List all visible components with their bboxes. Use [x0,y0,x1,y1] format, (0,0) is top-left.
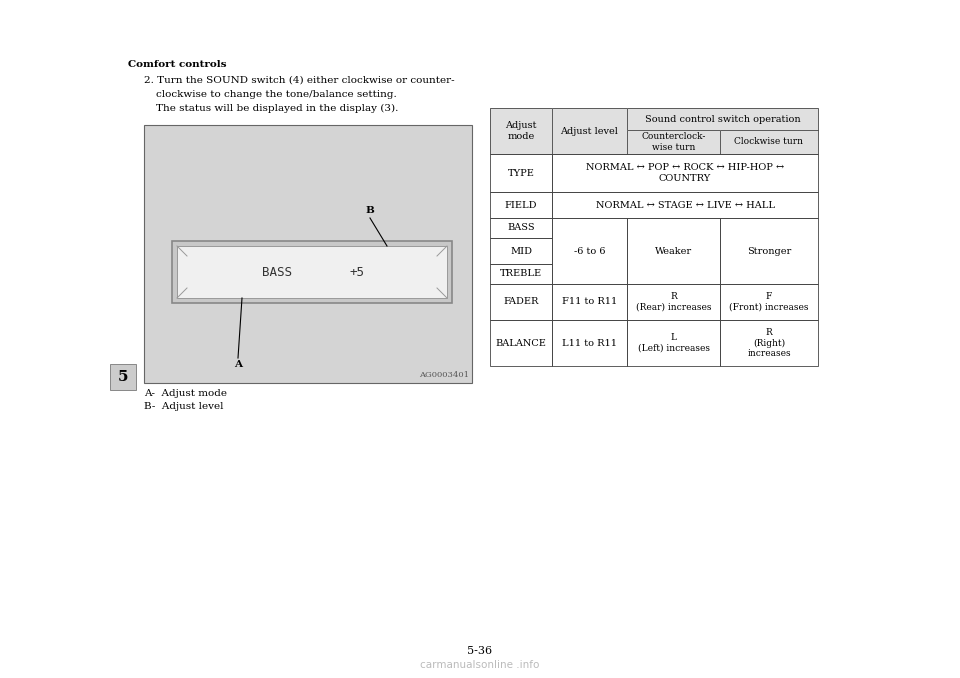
Bar [627,218,720,284]
Text: clockwise to change the tone/balance setting.: clockwise to change the tone/balance set… [156,90,396,99]
Bar [490,264,552,284]
Text: R
(Right)
increases: R (Right) increases [747,328,791,358]
Bar [110,364,136,390]
Text: MID: MID [510,247,532,256]
Text: 5-36: 5-36 [468,646,492,656]
Bar [552,218,627,284]
Bar [172,241,452,303]
Bar [627,320,720,366]
Bar [720,130,818,154]
Bar [720,320,818,366]
Text: NORMAL ↔ STAGE ↔ LIVE ↔ HALL: NORMAL ↔ STAGE ↔ LIVE ↔ HALL [595,201,775,210]
Bar [490,108,552,154]
Bar [720,218,818,284]
Bar [490,284,552,320]
Bar [490,218,552,238]
Bar [627,130,720,154]
Text: TYPE: TYPE [508,169,535,178]
Text: BASS: BASS [262,266,292,279]
Bar [144,125,472,383]
Bar [627,108,818,130]
Bar [490,238,552,264]
Text: Stronger: Stronger [747,247,791,256]
Bar [552,108,627,154]
Bar [627,108,818,130]
Bar [720,284,818,320]
Bar [552,284,627,320]
Text: F
(Front) increases: F (Front) increases [730,292,808,312]
Text: Adjust
mode: Adjust mode [505,121,537,141]
Text: NORMAL ↔ POP ↔ ROCK ↔ HIP-HOP ↔
COUNTRY: NORMAL ↔ POP ↔ ROCK ↔ HIP-HOP ↔ COUNTRY [586,163,784,182]
Bar [490,154,552,192]
Text: L
(Left) increases: L (Left) increases [637,334,709,353]
Bar [490,192,552,218]
Text: -6 to 6: -6 to 6 [574,247,605,256]
Bar [177,246,447,298]
Text: Adjust level: Adjust level [561,127,618,136]
Text: A-  Adjust mode: A- Adjust mode [144,389,227,398]
Bar [552,108,627,154]
Text: Counterclock-
wise turn: Counterclock- wise turn [641,132,706,152]
Text: FADER: FADER [503,298,539,306]
Text: B-  Adjust level: B- Adjust level [144,402,224,411]
Text: Sound control switch operation: Sound control switch operation [645,115,801,123]
Text: TREBLE: TREBLE [500,269,542,279]
Bar [552,320,627,366]
Text: AG0003401: AG0003401 [419,371,469,379]
Text: BALANCE: BALANCE [495,338,546,348]
Bar [552,154,818,192]
Bar [552,192,818,218]
Text: A: A [234,360,242,369]
Text: 2. Turn the SOUND switch (4) either clockwise or counter-: 2. Turn the SOUND switch (4) either cloc… [144,76,455,85]
Bar [490,320,552,366]
Text: FIELD: FIELD [505,201,538,210]
Text: +5: +5 [349,266,365,279]
Text: The status will be displayed in the display (3).: The status will be displayed in the disp… [156,104,398,113]
Text: F11 to R11: F11 to R11 [562,298,617,306]
Bar [490,108,552,154]
Text: carmanualsonline .info: carmanualsonline .info [420,660,540,670]
Text: L11 to R11: L11 to R11 [562,338,617,348]
Bar [627,130,720,154]
Text: 5: 5 [118,370,129,384]
Bar [627,284,720,320]
Text: BASS: BASS [507,224,535,233]
Text: B: B [366,206,374,215]
Text: Weaker: Weaker [655,247,692,256]
Text: Clockwise turn: Clockwise turn [734,138,804,146]
Text: Comfort controls: Comfort controls [128,60,227,69]
Bar [720,130,818,154]
Text: R
(Rear) increases: R (Rear) increases [636,292,711,312]
